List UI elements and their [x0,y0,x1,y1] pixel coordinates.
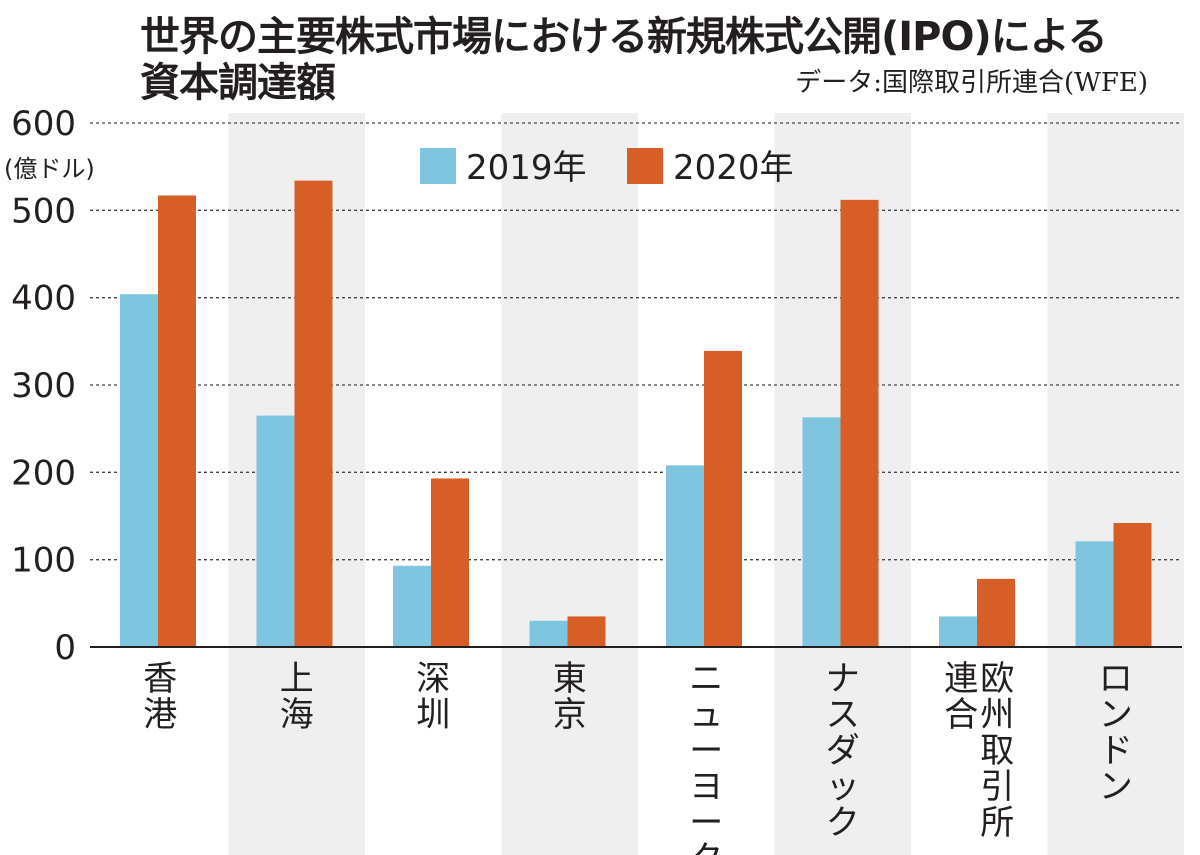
source-note: データ:国際取引所連合(WFE) [795,68,1148,98]
y-tick-label: 400 [11,279,76,319]
category-label-char: 深 [416,659,450,699]
category-label-char: ッ [826,767,860,807]
category-label-char: ヨ [689,767,723,807]
bar-2020 [704,350,742,647]
y-tick-label: 100 [11,541,76,581]
category-label-char: ダ [826,731,860,771]
category-band [501,113,638,855]
category-label-char: 上 [280,659,314,699]
category-label-char: ュ [689,695,723,735]
category-label-char: ー [689,731,723,771]
chart-title-line2: 資本調達額 [140,60,336,106]
bar-2020 [567,616,606,647]
bar-2020 [840,199,879,647]
bar-2019 [256,415,295,647]
legend-swatch-2019 [420,148,456,184]
bar-2019 [1075,541,1114,647]
legend-swatch-2020 [627,148,663,184]
category-label-char: ン [1099,695,1133,735]
category-label-char: 合 [944,695,978,735]
category-label-char: 引 [980,767,1014,807]
bar-2019 [120,294,158,647]
bar-2019 [802,417,841,647]
bar-2020 [294,180,333,647]
y-tick-label: 200 [11,453,76,493]
bar-2020 [1113,522,1152,647]
legend-label-2020: 2020年 [673,148,794,188]
chart-title-line1: 世界の主要株式市場における新規株式公開(IPO)による [140,14,1108,60]
y-tick-label: 300 [11,366,76,406]
bar-2019 [666,465,704,647]
bar-2020 [158,195,196,647]
category-label-char: ク [689,839,723,855]
category-label-char: ス [826,695,860,735]
category-label-char: 圳 [416,695,450,735]
category-label-char: 香 [143,659,177,699]
chart-title: 世界の主要株式市場における新規株式公開(IPO)による 資本調達額 [140,14,1108,106]
y-tick-label: 0 [54,628,76,668]
y-axis-unit-label: (億ドル) [4,155,95,183]
category-label-char: ー [689,803,723,843]
y-tick-label: 500 [11,191,76,231]
category-label-char: ド [1099,731,1133,771]
category-label-char: ニ [689,659,723,699]
category-label-char: 海 [280,695,314,735]
category-label-char: ロ [1099,659,1133,699]
category-label-char: 欧 [980,659,1014,699]
legend-label-2019: 2019年 [466,148,587,188]
category-label-char: 州 [980,695,1014,735]
category-label-char: 連 [944,659,978,699]
category-label-char: ン [1099,767,1133,807]
category-label-char: 京 [553,695,587,735]
bar-2019 [393,565,431,647]
category-label-char: 所 [980,803,1014,843]
category-label-char: 取 [980,731,1014,771]
bar-2019 [529,620,568,647]
category-label-char: 港 [143,695,177,735]
category-band [1047,113,1184,855]
y-tick-label: 600 [11,104,76,144]
category-label-char: ナ [826,659,860,699]
category-label-char: 東 [553,659,587,699]
bar-2020 [977,578,1015,647]
bar-2019 [939,616,977,647]
category-label-char: ク [826,803,860,843]
bar-2020 [431,478,469,647]
